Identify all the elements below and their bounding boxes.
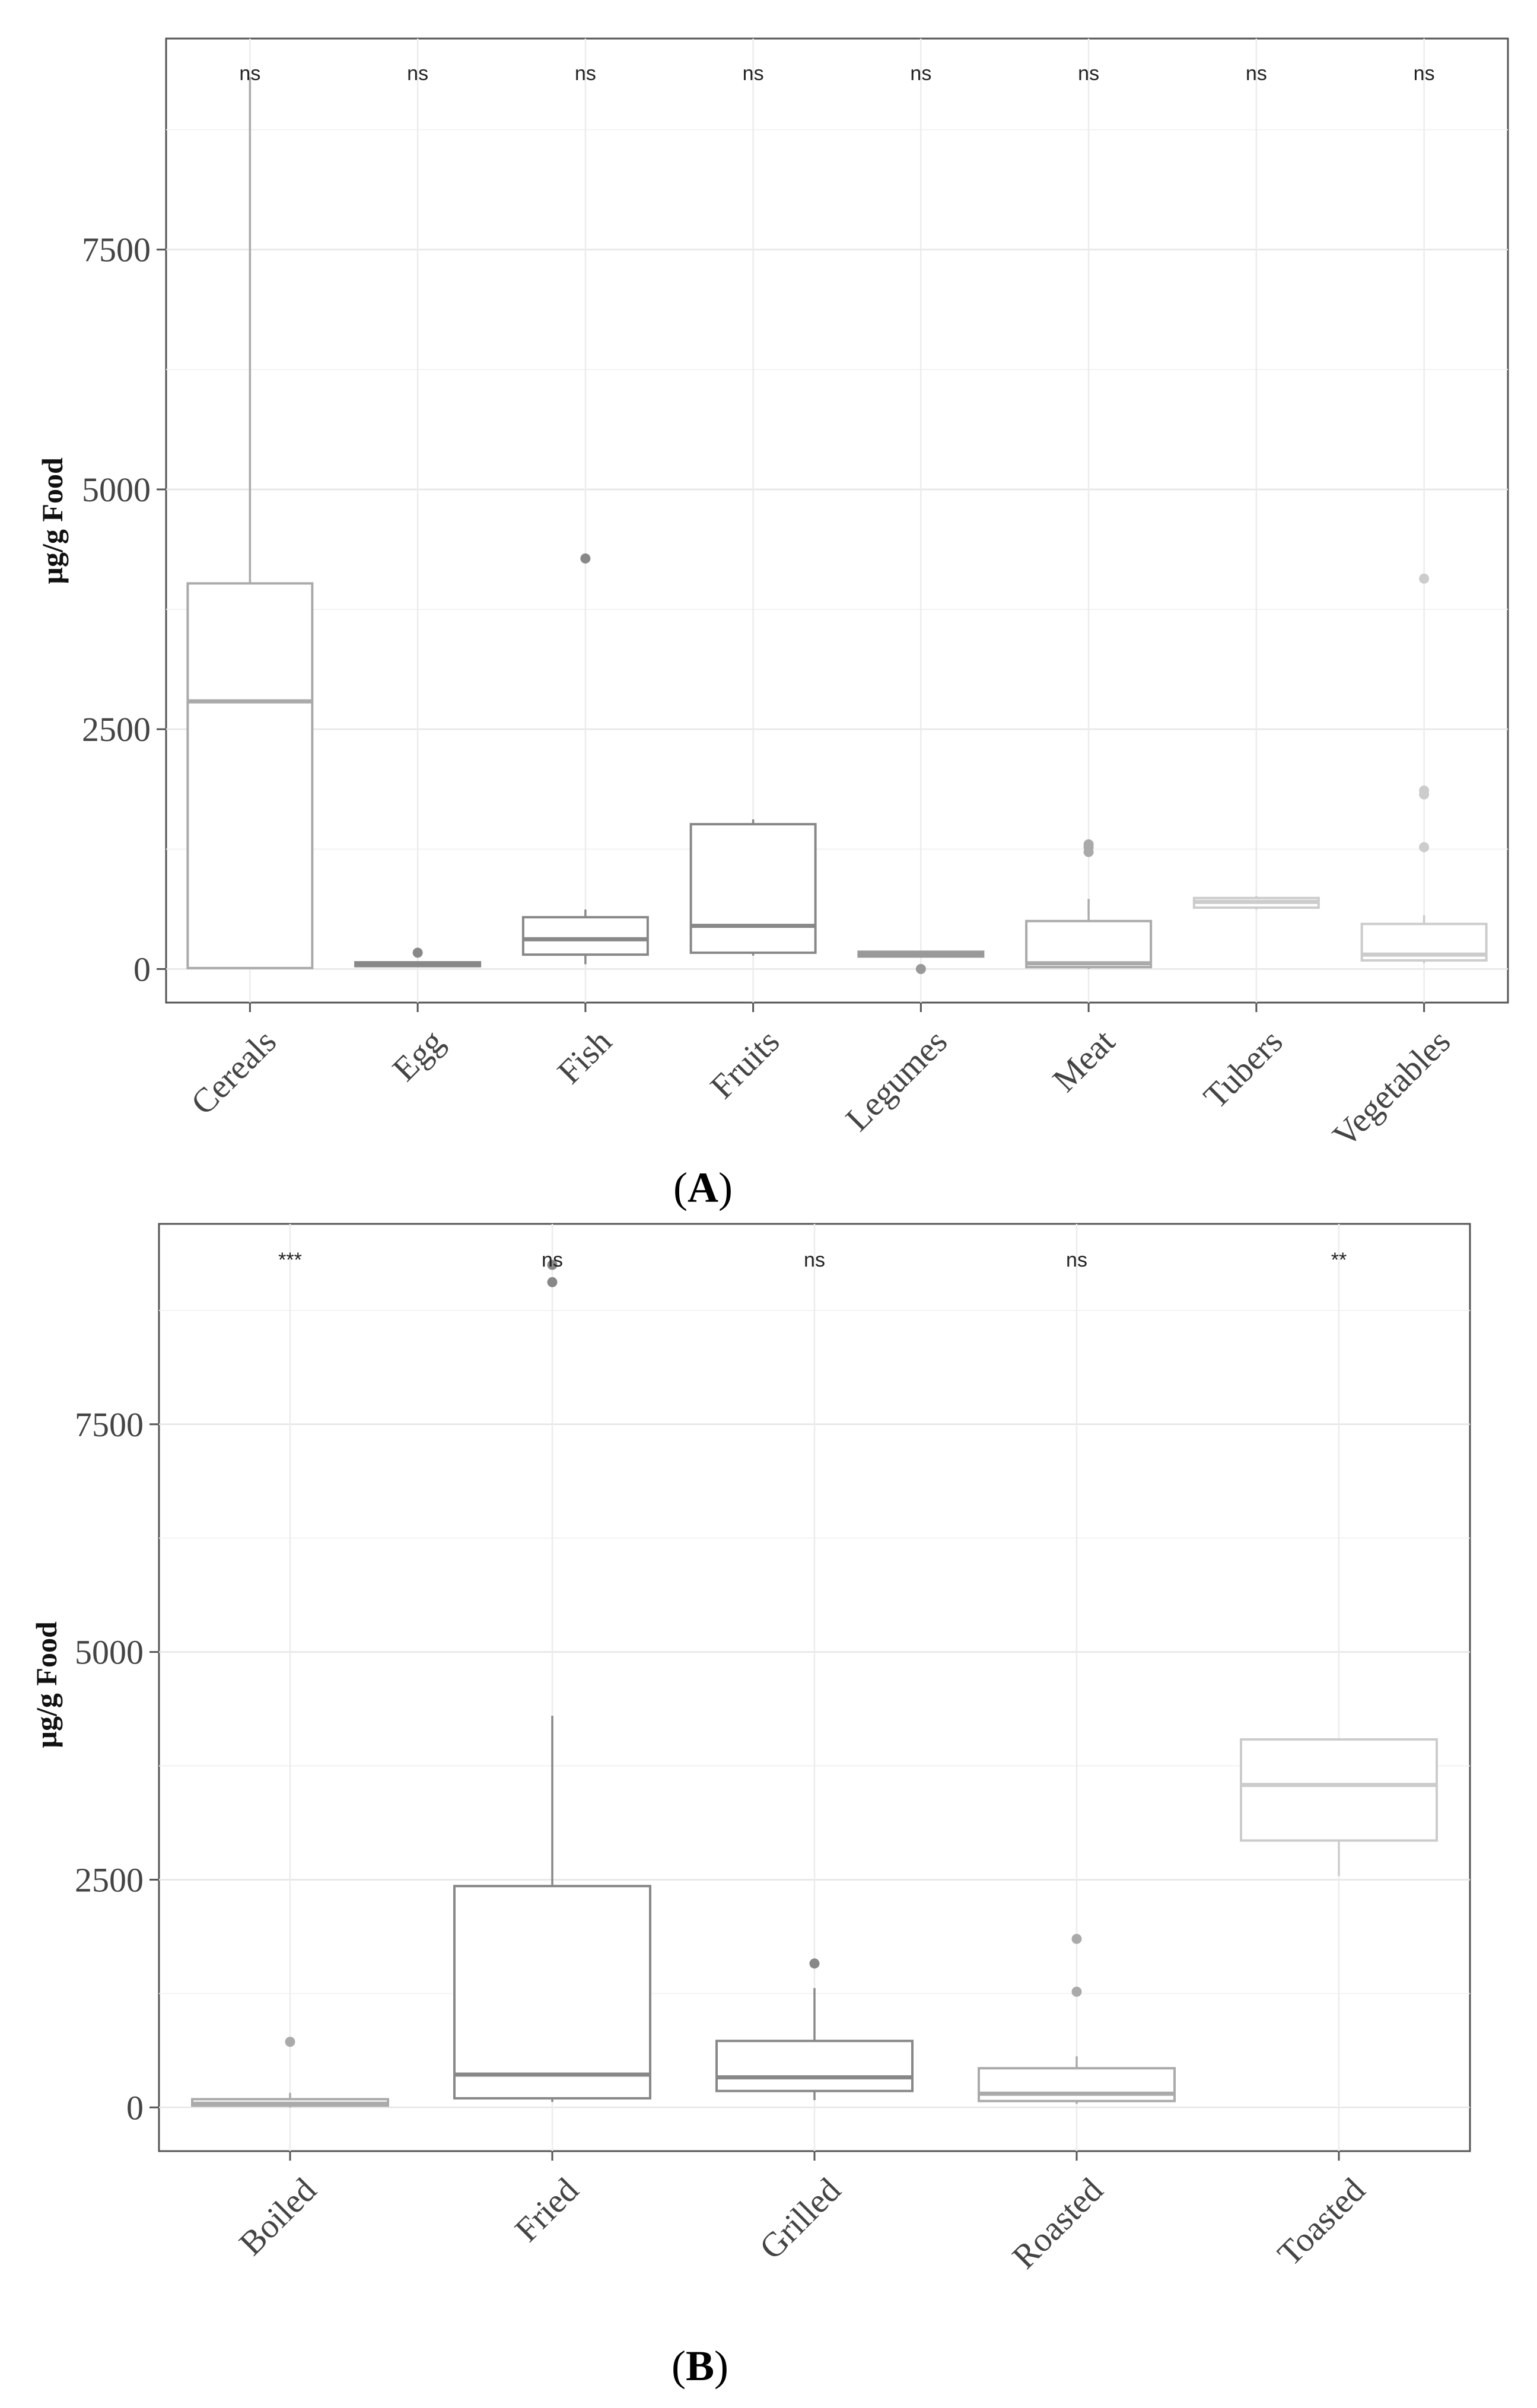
box-boiled	[191, 2037, 389, 2108]
box-tubers	[1192, 896, 1320, 910]
outlier-point	[1419, 785, 1430, 796]
significance-label-fried: ns	[542, 1249, 563, 1271]
panel-b-x-axis: Boiled Fried Grilled Roasted Toasted	[231, 2151, 1373, 2276]
outlier-point	[915, 963, 926, 974]
x-tick-label-boiled: Boiled	[231, 2171, 323, 2263]
panel-b-label-letter: B	[686, 2342, 714, 2390]
box-fish	[521, 553, 649, 965]
box-egg	[354, 947, 482, 968]
y-tick-label: 0	[126, 2088, 144, 2127]
box-body	[1240, 1738, 1438, 1842]
box-body	[715, 2040, 914, 2092]
outlier-point	[1419, 842, 1430, 852]
box-cereals	[186, 77, 314, 969]
y-tick-label: 2500	[82, 710, 151, 749]
box-body	[1025, 920, 1153, 969]
panel-a-y-axis-label: µg/g Food	[36, 457, 69, 584]
box-body	[689, 823, 817, 954]
x-tick-label-toasted: Toasted	[1270, 2171, 1373, 2273]
box-roasted	[978, 1933, 1176, 2104]
panel-b-y-axis: 0 2500 5000 7500	[75, 1405, 159, 2127]
panel-a-label-letter: A	[688, 1164, 718, 1211]
x-tick-label-egg: Egg	[385, 1022, 451, 1089]
outlier-point	[1083, 839, 1094, 850]
x-tick-label-roasted: Roasted	[1005, 2171, 1110, 2276]
box-meat	[1025, 839, 1153, 969]
significance-label-fruits: ns	[743, 62, 764, 85]
x-tick-label-meat: Meat	[1045, 1022, 1122, 1099]
box-vegetables	[1360, 573, 1488, 963]
box-fried	[453, 1259, 651, 2102]
y-tick-label: 2500	[75, 1860, 144, 1899]
box-grilled	[715, 1958, 914, 2101]
outlier-point	[1071, 1933, 1082, 1944]
outlier-point	[580, 553, 591, 564]
box-fruits	[689, 819, 817, 956]
y-tick-label: 7500	[75, 1405, 144, 1444]
box-body	[521, 916, 649, 956]
x-tick-label-tubers: Tubers	[1196, 1022, 1290, 1116]
y-tick-label: 5000	[82, 470, 151, 509]
panel-a-boxes	[186, 77, 1488, 974]
significance-label-boiled: ***	[278, 1249, 302, 1271]
panel-b-significance-labels: *** ns ns ns **	[278, 1249, 1347, 1271]
outlier-point	[1419, 573, 1430, 584]
significance-label-roasted: ns	[1066, 1249, 1087, 1271]
x-tick-label-fruits: Fruits	[703, 1022, 787, 1106]
x-tick-label-fish: Fish	[550, 1022, 619, 1092]
outlier-point	[412, 947, 423, 958]
x-tick-label-cereals: Cereals	[183, 1022, 284, 1122]
box-legumes	[857, 950, 985, 974]
panel-a-chart: 0 2500 5000 7500 Cereals Egg Fish Fruits Legume…	[36, 37, 1509, 1211]
box-body	[978, 2067, 1176, 2102]
panel-a-label: (A)	[673, 1164, 733, 1211]
panel-a-significance-labels: ns ns ns ns ns ns ns ns	[239, 62, 1434, 85]
panel-b-label: (B)	[672, 2342, 728, 2390]
significance-label-toasted: **	[1331, 1249, 1347, 1271]
significance-label-legumes: ns	[910, 62, 931, 85]
x-tick-label-fried: Fried	[507, 2171, 586, 2250]
significance-label-vegetables: ns	[1414, 62, 1435, 85]
significance-label-cereals: ns	[239, 62, 260, 85]
significance-label-fish: ns	[575, 62, 596, 85]
significance-label-meat: ns	[1078, 62, 1099, 85]
outlier-point	[1071, 1986, 1082, 1997]
x-tick-label-grilled: Grilled	[752, 2171, 848, 2267]
outlier-point	[285, 2037, 295, 2047]
y-tick-label: 0	[133, 950, 151, 988]
x-tick-label-legumes: Legumes	[838, 1022, 954, 1138]
y-tick-label: 7500	[82, 231, 151, 269]
panel-b-grid	[159, 1224, 1470, 2151]
panel-a-x-axis: Cereals Egg Fish Fruits Legumes Meat Tubers Veg…	[183, 1003, 1458, 1154]
y-tick-label: 5000	[75, 1633, 144, 1672]
significance-label-grilled: ns	[804, 1249, 825, 1271]
panel-b-chart: 0 2500 5000 7500 Boiled Fried Grilled Roasted T…	[30, 1223, 1471, 2390]
significance-label-egg: ns	[407, 62, 428, 85]
x-tick-label-vegetables: Vegetables	[1325, 1022, 1458, 1155]
panel-a-plot-area	[165, 37, 1509, 1004]
outlier-point	[547, 1277, 558, 1287]
box-body	[453, 1885, 651, 2100]
significance-label-tubers: ns	[1246, 62, 1267, 85]
box-body	[186, 582, 314, 969]
panel-b-boxes	[191, 1259, 1438, 2108]
outlier-point	[809, 1958, 820, 1969]
outlier-point	[547, 1259, 558, 1270]
panel-b-y-axis-label: µg/g Food	[30, 1621, 63, 1748]
panel-a-y-axis: 0 2500 5000 7500	[82, 231, 166, 988]
box-toasted	[1240, 1738, 1438, 1876]
